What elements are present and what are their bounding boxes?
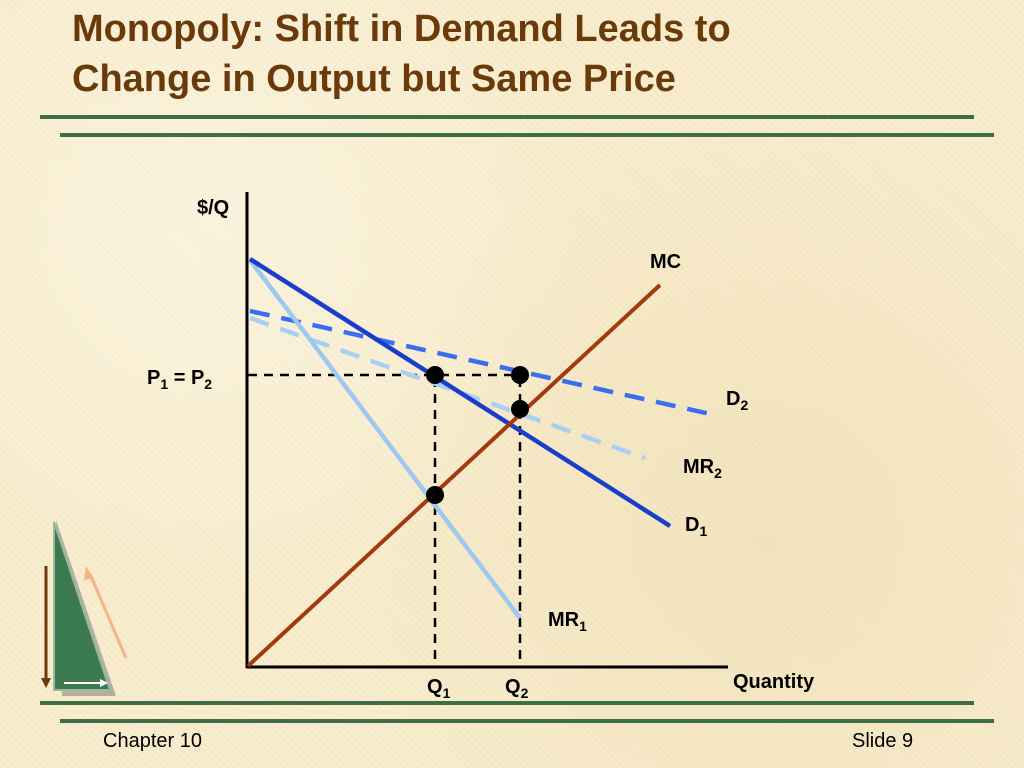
- q1-label: Q1: [427, 676, 451, 701]
- mc-curve: [246, 283, 662, 668]
- equilibrium-point-d1: [426, 366, 444, 384]
- mr1-curve: [248, 258, 522, 620]
- title-rule-bottom: [60, 133, 994, 137]
- x-axis-label: Quantity: [733, 671, 815, 693]
- d1-label: D1: [685, 514, 707, 539]
- equilibrium-point-d2: [511, 366, 529, 384]
- d2-label: D2: [726, 388, 748, 413]
- mc-mr2-intersection: [511, 400, 529, 418]
- footer-rule-bottom: [60, 719, 994, 723]
- footer-slide-number: Slide 9: [852, 730, 914, 752]
- mr2-label: MR2: [683, 456, 722, 481]
- mc-mr1-intersection: [426, 486, 444, 504]
- mc-label: MC: [650, 251, 681, 273]
- price-label: P1 = P2: [147, 367, 212, 392]
- slide-logo-icon: [41, 520, 128, 696]
- title-rule-top: [40, 115, 974, 119]
- footer-chapter: Chapter 10: [103, 730, 202, 752]
- mr1-label: MR1: [548, 609, 587, 634]
- y-axis-label: $/Q: [197, 197, 229, 219]
- slide-title-line-2: Change in Output but Same Price: [72, 58, 676, 100]
- q2-label: Q2: [505, 676, 529, 701]
- footer-rule-top: [40, 701, 974, 705]
- d1-curve: [248, 257, 672, 528]
- mr2-curve: [249, 315, 646, 461]
- d2-curve: [249, 308, 716, 418]
- slide-title: Monopoly: Shift in Demand Leads to Chang…: [72, 4, 731, 104]
- slide-title-line-1: Monopoly: Shift in Demand Leads to: [72, 8, 731, 50]
